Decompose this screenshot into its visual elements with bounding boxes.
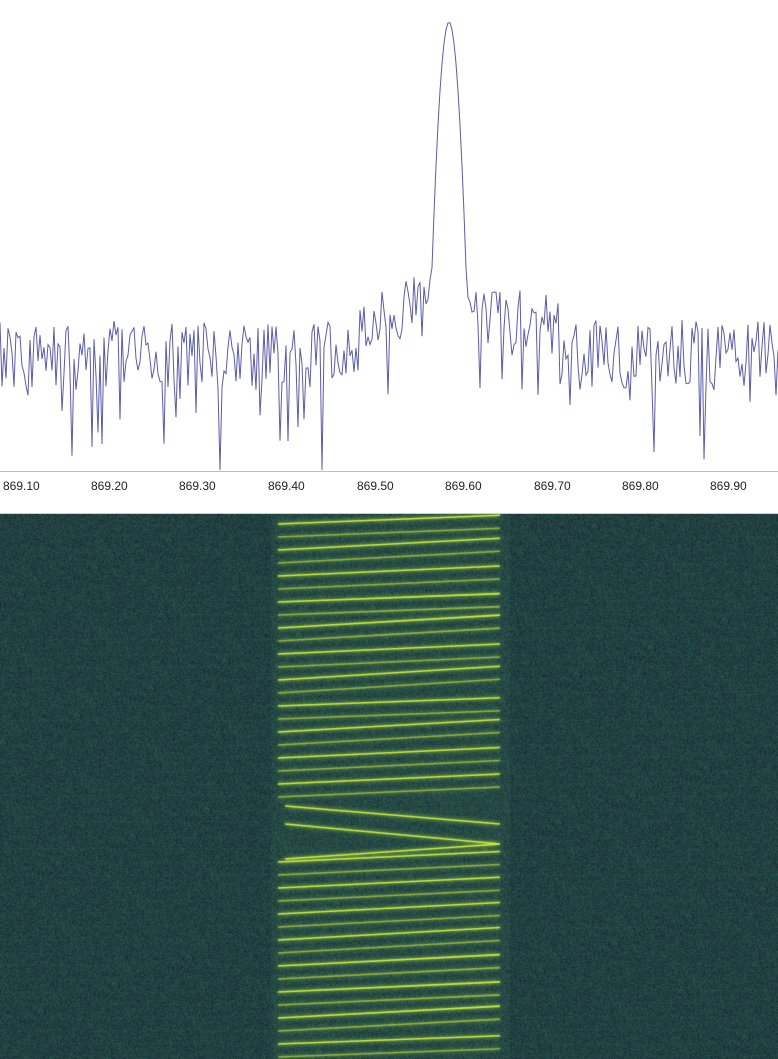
frequency-tick-label: 869.40 [268, 479, 305, 493]
frequency-tick-label: 869.20 [91, 479, 128, 493]
frequency-tick-label: 869.50 [357, 479, 394, 493]
spectrum-trace [0, 22, 778, 471]
axis-baseline [0, 471, 778, 472]
waterfall-canvas [0, 514, 778, 1059]
frequency-axis: 869.10 869.20 869.30 869.40 869.50 869.6… [0, 472, 778, 512]
spectrum-plot[interactable] [0, 0, 778, 471]
frequency-tick-label: 869.90 [710, 479, 747, 493]
waterfall-display[interactable] [0, 513, 778, 1059]
frequency-tick-label: 869.10 [3, 479, 40, 493]
frequency-tick-label: 869.80 [622, 479, 659, 493]
frequency-tick-label: 869.70 [534, 479, 571, 493]
frequency-tick-label: 869.30 [179, 479, 216, 493]
spectrum-trace-area [0, 22, 778, 471]
frequency-tick-label: 869.60 [445, 479, 482, 493]
